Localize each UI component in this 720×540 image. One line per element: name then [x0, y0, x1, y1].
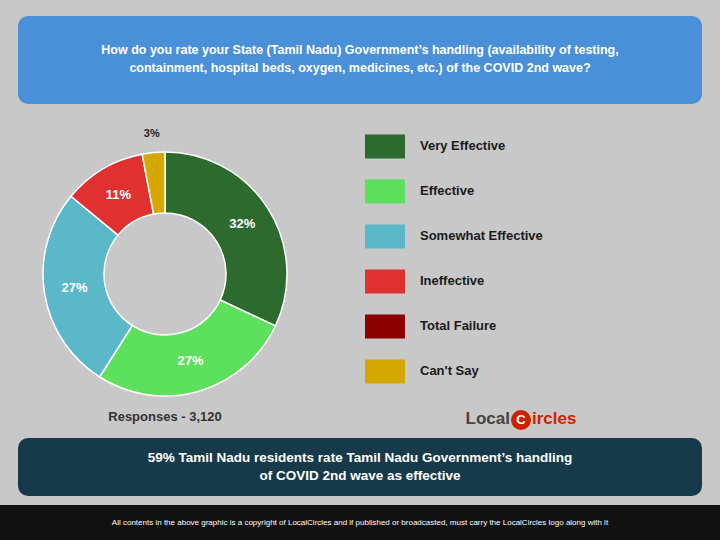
slices — [43, 152, 287, 396]
legend-swatch — [365, 225, 405, 249]
slice — [165, 152, 287, 326]
copyright-text: All contents in the above graphic is a c… — [112, 518, 609, 527]
slice — [142, 152, 165, 214]
copyright-bar — [0, 505, 720, 540]
text-line: 59% Tamil Nadu residents rate Tamil Nadu… — [148, 450, 572, 465]
logo-text: C — [516, 412, 526, 427]
footer-box — [18, 438, 702, 496]
annotation: Responses - 3,120 — [108, 409, 221, 424]
legend: Very Effective Effective Somewhat Effectiv… — [365, 135, 543, 384]
logo: Local Circles — [466, 409, 577, 430]
text-line: containment, hospital beds, oxygen, medi… — [129, 61, 590, 75]
legend-label: Total Failure — [420, 318, 496, 333]
slice — [71, 154, 154, 235]
legend-swatch — [365, 135, 405, 159]
logo-text: Local — [466, 409, 510, 428]
legend-label: Effective — [420, 183, 474, 198]
data-label: 11% — [106, 187, 132, 202]
data-labels: 32% 27% 27% 11% 3% — [62, 127, 256, 368]
legend-label: Can't Say — [420, 363, 479, 378]
text-line: How do you rate your State (Tamil Nadu) … — [101, 43, 618, 57]
legend-label: Somewhat Effective — [420, 228, 543, 243]
legend-swatch — [365, 180, 405, 204]
logo-text: ircles — [532, 409, 576, 428]
legend-label: Very Effective — [420, 138, 505, 153]
background — [0, 0, 720, 540]
data-label: 27% — [178, 353, 204, 368]
footer-text: 59% Tamil Nadu residents rate Tamil Nadu… — [148, 450, 572, 483]
logo-circle — [511, 410, 531, 430]
legend-label: Ineffective — [420, 273, 484, 288]
data-label: 27% — [62, 280, 88, 295]
title-box — [18, 16, 702, 104]
text-line: of COVID 2nd wave as effective — [259, 468, 461, 483]
legend-swatch — [365, 360, 405, 384]
data-label: 3% — [144, 127, 160, 139]
slice — [100, 300, 276, 396]
legend-swatch — [365, 270, 405, 294]
data-label: 32% — [229, 216, 255, 231]
chart: How do you rate your State (Tamil Nadu) … — [0, 0, 720, 540]
legend-swatch — [365, 315, 405, 339]
title: How do you rate your State (Tamil Nadu) … — [101, 43, 618, 75]
